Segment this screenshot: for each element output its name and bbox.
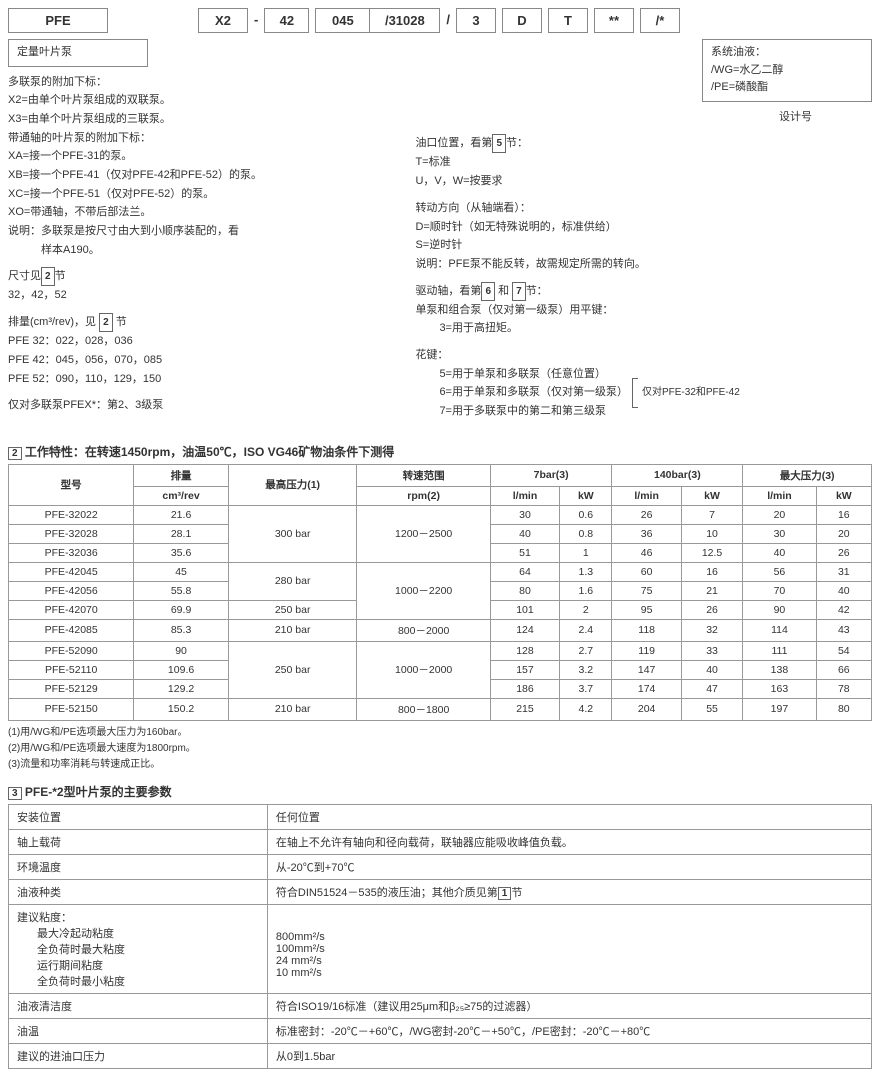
code-x2: X2 [198,8,248,33]
text-line: XO=带通轴，不带后部法兰。 [8,203,405,222]
th-maxp: 最大压力(3) [743,464,872,486]
code-d: D [502,8,542,33]
table-row: PFE-4208585.3210 bar800－20001242.4118321… [9,619,872,641]
th-model: 型号 [9,464,134,505]
text-line: S=逆时针 [415,236,872,255]
pump-type-box: 定量叶片泵 [8,39,148,67]
table-row: PFE-4204545280 bar1000－2200641.360165631 [9,562,872,581]
code-3: 3 [456,8,496,33]
ref-box-2a: 2 [41,267,55,286]
text-line: X2=由单个叶片泵组成的双联泵。 [8,91,405,110]
rotation-block: 转动方向（从轴端看）： D=顺时针（如无特殊说明的，标准供给）S=逆时针说明：P… [415,199,872,274]
text-line: 样本A190。 [8,241,405,260]
sep2: / [440,8,456,33]
ref-box-7: 7 [512,282,526,301]
ref-box-2b: 2 [99,313,113,332]
text-line: XA=接一个PFE-31的泵。 [8,147,405,166]
spline-block: 花键： 5=用于单泵和多联泵（任意位置）6=用于单泵和多联泵（仅对第一级泵）7=… [415,346,872,421]
sep: - [248,8,264,33]
table-row: PFE-52150150.2210 bar800－18002154.220455… [9,698,872,720]
table-row: 环境温度从-20℃到+70℃ [9,854,872,879]
model-code-row: PFE X2 - 42 045 /31028 / 3 D T ** /* [8,8,872,33]
text-line: 说明：PFE泵不能反转，故需规定所需的转向。 [415,255,872,274]
text-line: U，V，W=按要求 [415,172,872,191]
bracket-icon [632,378,638,408]
ref-box-5: 5 [492,134,506,153]
code-045: 045 [315,8,370,33]
code-pfe: PFE [8,8,108,33]
text-line: PFE 32：022，028，036 [8,332,405,351]
section-2-head: 2 工作特性：在转速1450rpm，油温50℃，ISO VG46矿物油条件下测得 [8,443,872,460]
text-line: 5=用于单泵和多联泵（任意位置） [439,365,628,384]
table-row: 油液种类符合DIN51524－535的液压油；其他介质见第1节 [9,879,872,904]
text-line: XC=接一个PFE-51（仅对PFE-52）的泵。 [8,185,405,204]
th-speed: 转速范围 [357,464,490,486]
code-t: T [548,8,588,33]
text-line: X3=由单个叶片泵组成的三联泵。 [8,110,405,129]
description-section: 定量叶片泵 多联泵的附加下标： X2=由单个叶片泵组成的双联泵。X3=由单个叶片… [8,39,872,429]
text-line: /WG=水乙二醇 [711,62,863,80]
text-line: PFE 42：045，056，070，085 [8,351,405,370]
table-row: 油温标准密封：-20℃－+60℃，/WG密封-20℃－+50℃，/PE密封：-2… [9,1018,872,1043]
section-2-notes: (1)用/WG和/PE选项最大压力为160bar。(2)用/WG和/PE选项最大… [8,725,872,773]
port-block: 油口位置，看第5节： T=标准U，V，W=按要求 [415,134,872,190]
shaft-block: 驱动轴，看第6 和 7节： 单泵和组合泵（仅对第一级泵）用平键： 3=用于高扭矩… [415,282,872,338]
th-140bar: 140bar(3) [612,464,743,486]
design-num: 设计号 [415,108,872,127]
code-31028: /31028 [370,8,440,33]
table-row: 建议的进油口压力从0到1.5bar [9,1043,872,1068]
text-line: /PE=磷酸酯 [711,79,863,97]
text-line: 说明：多联泵是按尺寸由大到小顺序装配的，看 [8,222,405,241]
th-disp: 排量 [134,464,229,486]
text-line: XB=接一个PFE-41（仅对PFE-42和PFE-52）的泵。 [8,166,405,185]
table-row: 油液清洁度符合ISO19/16标准（建议用25μm和β₂₅≥75的过滤器） [9,993,872,1018]
multi-only-note: 仅对多联泵PFEX*：第2、3级泵 [8,396,405,415]
multi-pump-info: 多联泵的附加下标： X2=由单个叶片泵组成的双联泵。X3=由单个叶片泵组成的三联… [8,73,405,260]
code-star: ** [594,8,634,33]
text-line: 6=用于单泵和多联泵（仅对第一级泵） [439,383,628,402]
table-row: 建议粘度：最大冷起动粘度全负荷时最大粘度运行期间粘度全负荷时最小粘度800mm²… [9,904,872,993]
text-line: PFE 52：090，110，129，150 [8,370,405,389]
ref-box-6: 6 [481,282,495,301]
table-row: PFE-3202221.6300 bar1200－2500300.6267201… [9,505,872,524]
code-slash: /* [640,8,680,33]
section-3-head: 3 PFE-*2型叶片泵的主要参数 [8,783,872,800]
sizes-values: 32，42，52 [8,289,67,301]
table-row: PFE-5209090250 bar1000－20001282.71193311… [9,641,872,660]
text-line: 7=用于多联泵中的第二和第三级泵 [439,402,628,421]
text-line: D=顺时针（如无特殊说明的，标准供给） [415,218,872,237]
table-row: 安装位置任何位置 [9,804,872,829]
th-pmax: 最高压力(1) [228,464,357,505]
params-table: 安装位置任何位置轴上载荷在轴上不允许有轴向和径向载荷，联轴器应能吸收峰值负载。环… [8,804,872,1069]
code-42: 42 [264,8,309,33]
displacement-block: 排量(cm³/rev)，见 2 节 PFE 32：022，028，036PFE … [8,313,405,388]
fluid-box: 系统油液： /WG=水乙二醇/PE=磷酸酯 [702,39,872,102]
th-7bar: 7bar(3) [490,464,612,486]
table-row: 轴上载荷在轴上不允许有轴向和径向载荷，联轴器应能吸收峰值负载。 [9,829,872,854]
text-line: T=标准 [415,153,872,172]
performance-table: 型号 排量 最高压力(1) 转速范围 7bar(3) 140bar(3) 最大压… [8,464,872,721]
sizes-block: 尺寸见2节 32，42，52 [8,267,405,305]
text-line: 带通轴的叶片泵的附加下标： [8,129,405,148]
spline-note: 仅对PFE-32和PFE-42 [642,384,740,401]
block1-title: 多联泵的附加下标： [8,73,405,92]
